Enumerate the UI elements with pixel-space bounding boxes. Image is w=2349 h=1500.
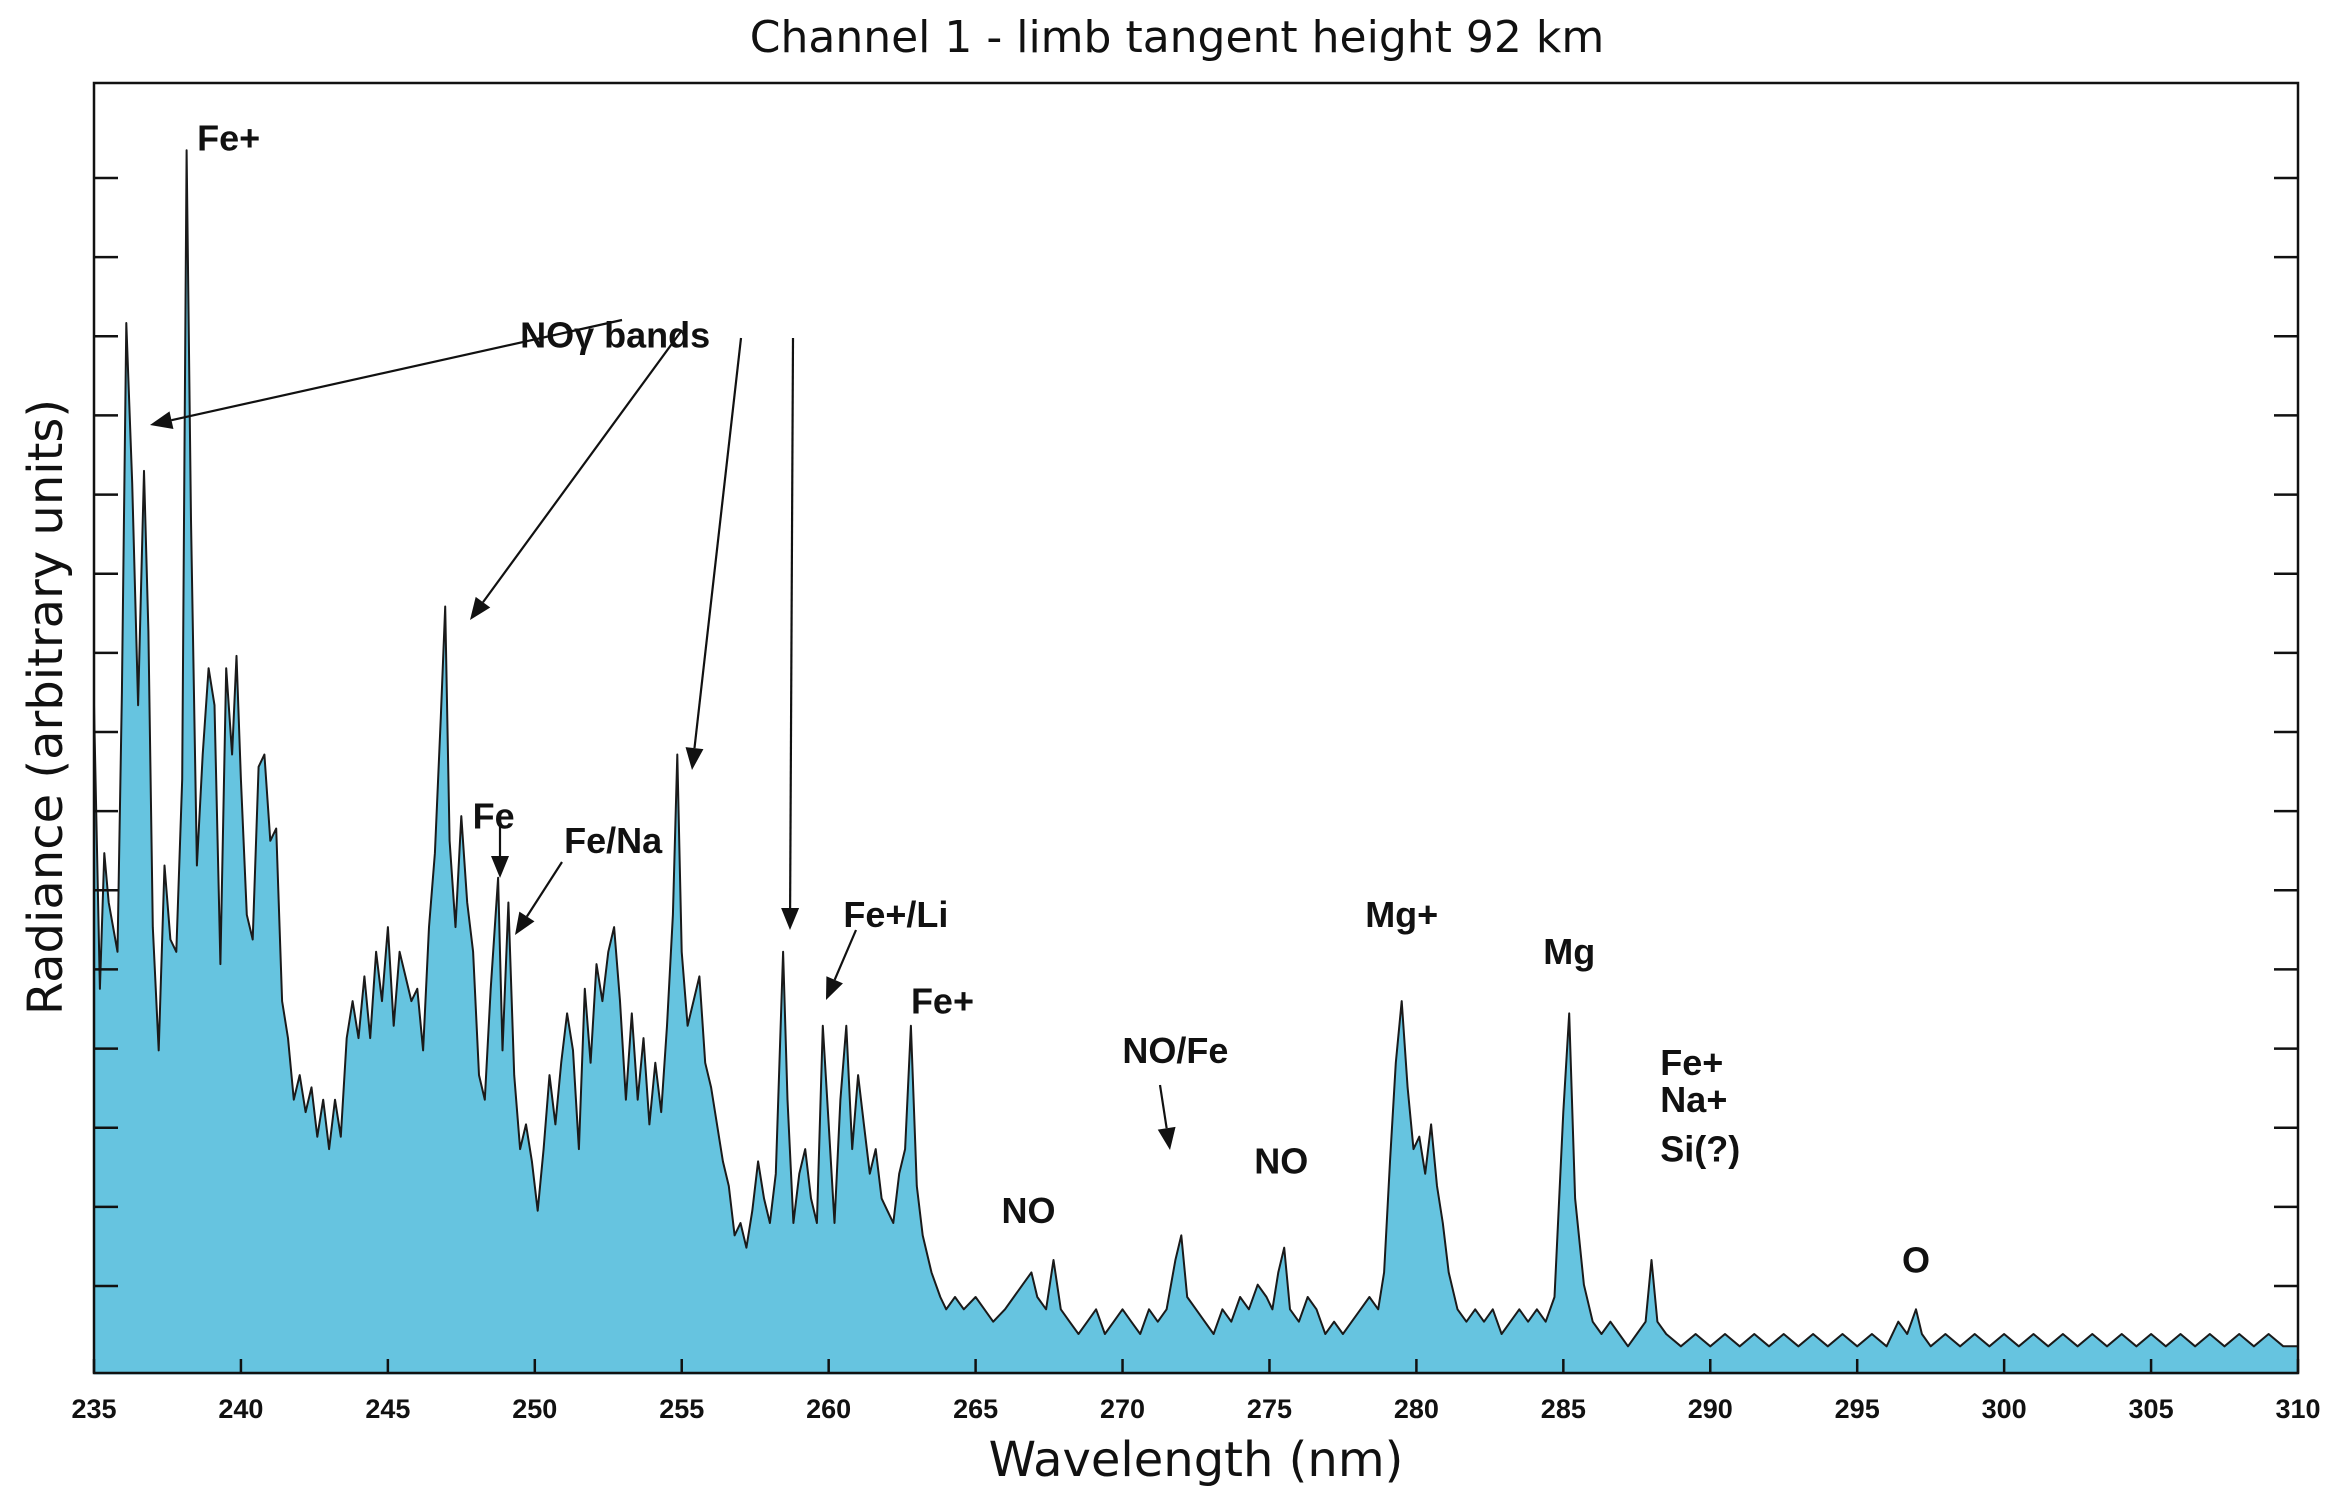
x-tick-label: 260 bbox=[806, 1394, 851, 1424]
annotation-label: NO/Fe bbox=[1122, 1030, 1228, 1071]
annotation-label: Fe+ bbox=[1660, 1042, 1723, 1083]
x-tick-label: 285 bbox=[1541, 1394, 1586, 1424]
annotation-label: Fe+ bbox=[197, 117, 260, 158]
y-axis-ticks bbox=[94, 176, 2298, 1288]
chart-title: Channel 1 - limb tangent height 92 km bbox=[750, 12, 1604, 63]
annotation-arrow bbox=[781, 337, 800, 930]
plot-area bbox=[93, 149, 2299, 1375]
annotation-label: Fe bbox=[473, 795, 515, 836]
annotation-arrow bbox=[491, 815, 509, 878]
x-tick-label: 240 bbox=[218, 1394, 263, 1424]
annotations: Fe+NOγ bandsFeFe/NaFe+/LiFe+NONO/FeNOMg+… bbox=[150, 117, 1930, 1280]
x-axis-label: Wavelength (nm) bbox=[989, 1432, 1404, 1488]
annotation-label: Mg bbox=[1543, 931, 1595, 972]
x-tick-label: 245 bbox=[365, 1394, 410, 1424]
x-tick-label: 310 bbox=[2275, 1394, 2320, 1424]
x-tick-label: 235 bbox=[71, 1394, 116, 1424]
plot-frame bbox=[92, 81, 2300, 1375]
annotation-arrow bbox=[685, 337, 743, 770]
annotation-label: NO bbox=[1001, 1190, 1055, 1231]
annotation-label: Fe+ bbox=[911, 980, 974, 1021]
annotation-label: Mg+ bbox=[1365, 894, 1438, 935]
x-tick-label: 275 bbox=[1247, 1394, 1292, 1424]
annotation-arrow bbox=[826, 929, 858, 1000]
annotation-arrow bbox=[150, 318, 623, 430]
series-area-radiance bbox=[93, 149, 2299, 1374]
x-tick-label: 305 bbox=[2129, 1394, 2174, 1424]
x-tick-label: 295 bbox=[1835, 1394, 1880, 1424]
annotation-arrow bbox=[1157, 1084, 1176, 1150]
y-axis-label: Radiance (arbitrary units) bbox=[18, 399, 74, 1015]
x-tick-label: 280 bbox=[1394, 1394, 1439, 1424]
x-tick-label: 270 bbox=[1100, 1394, 1145, 1424]
x-axis-ticks: 235 240 245 250 255 260 265 270 275 280 285 290 295 3… bbox=[71, 1359, 2321, 1424]
x-tick-label: 255 bbox=[659, 1394, 704, 1424]
annotation-arrow bbox=[515, 861, 563, 935]
x-tick-label: 250 bbox=[512, 1394, 557, 1424]
annotation-label: O bbox=[1902, 1239, 1930, 1280]
x-tick-label: 300 bbox=[1982, 1394, 2027, 1424]
annotation-label: Na+ bbox=[1660, 1079, 1727, 1120]
annotation-label: Fe/Na bbox=[564, 820, 663, 861]
annotation-label: Si(?) bbox=[1660, 1128, 1740, 1169]
x-tick-label: 290 bbox=[1688, 1394, 1733, 1424]
annotation-arrow bbox=[470, 329, 683, 620]
annotation-label: NO bbox=[1254, 1141, 1308, 1182]
annotation-label: Fe+/Li bbox=[843, 894, 948, 935]
x-tick-label: 265 bbox=[953, 1394, 998, 1424]
